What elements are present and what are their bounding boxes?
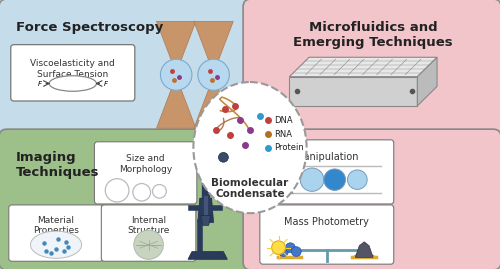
Polygon shape: [156, 89, 196, 128]
Polygon shape: [198, 198, 214, 222]
Circle shape: [300, 168, 324, 191]
FancyBboxPatch shape: [94, 142, 197, 204]
Text: F: F: [104, 82, 108, 87]
Text: Biomolecular
Condensate: Biomolecular Condensate: [212, 178, 288, 199]
FancyBboxPatch shape: [0, 0, 255, 141]
Text: Force Spectroscopy: Force Spectroscopy: [16, 21, 163, 34]
FancyBboxPatch shape: [243, 0, 500, 141]
Text: RNA: RNA: [274, 129, 292, 139]
Circle shape: [160, 59, 192, 90]
FancyBboxPatch shape: [260, 140, 394, 204]
Ellipse shape: [194, 82, 306, 213]
Circle shape: [272, 241, 285, 254]
Text: Imaging
Techniques: Imaging Techniques: [16, 151, 99, 179]
Polygon shape: [156, 21, 196, 60]
Circle shape: [278, 247, 288, 256]
FancyBboxPatch shape: [243, 129, 500, 269]
Circle shape: [152, 185, 166, 198]
Circle shape: [292, 247, 301, 256]
Circle shape: [106, 179, 129, 202]
Ellipse shape: [30, 231, 82, 258]
FancyBboxPatch shape: [11, 45, 135, 101]
Text: F: F: [38, 82, 42, 87]
Text: Internal
Structure: Internal Structure: [128, 216, 170, 235]
Polygon shape: [418, 57, 437, 106]
Polygon shape: [356, 242, 373, 257]
Text: Mass Photometry: Mass Photometry: [284, 217, 369, 226]
Circle shape: [286, 243, 296, 253]
Text: Material
Properties: Material Properties: [33, 216, 79, 235]
Text: Viscoelasticity and
Surface Tension: Viscoelasticity and Surface Tension: [30, 59, 115, 79]
Polygon shape: [290, 77, 418, 106]
Circle shape: [133, 183, 150, 201]
Text: Microfluidics and
Emerging Techniques: Microfluidics and Emerging Techniques: [293, 21, 453, 49]
Circle shape: [134, 230, 164, 259]
Text: Manipulation: Manipulation: [295, 153, 358, 162]
Polygon shape: [201, 216, 210, 225]
Circle shape: [324, 169, 345, 190]
FancyBboxPatch shape: [260, 205, 394, 264]
Text: Size and
Morphology: Size and Morphology: [119, 154, 172, 174]
Circle shape: [218, 153, 228, 162]
Circle shape: [348, 170, 367, 189]
Circle shape: [198, 59, 230, 90]
Text: Protein: Protein: [274, 143, 304, 152]
Ellipse shape: [49, 76, 96, 91]
Polygon shape: [290, 57, 437, 77]
FancyBboxPatch shape: [0, 129, 255, 269]
Polygon shape: [188, 252, 228, 259]
FancyBboxPatch shape: [102, 205, 196, 261]
Polygon shape: [194, 89, 234, 128]
Polygon shape: [194, 21, 234, 60]
Text: DNA: DNA: [274, 116, 293, 125]
FancyBboxPatch shape: [9, 205, 104, 261]
